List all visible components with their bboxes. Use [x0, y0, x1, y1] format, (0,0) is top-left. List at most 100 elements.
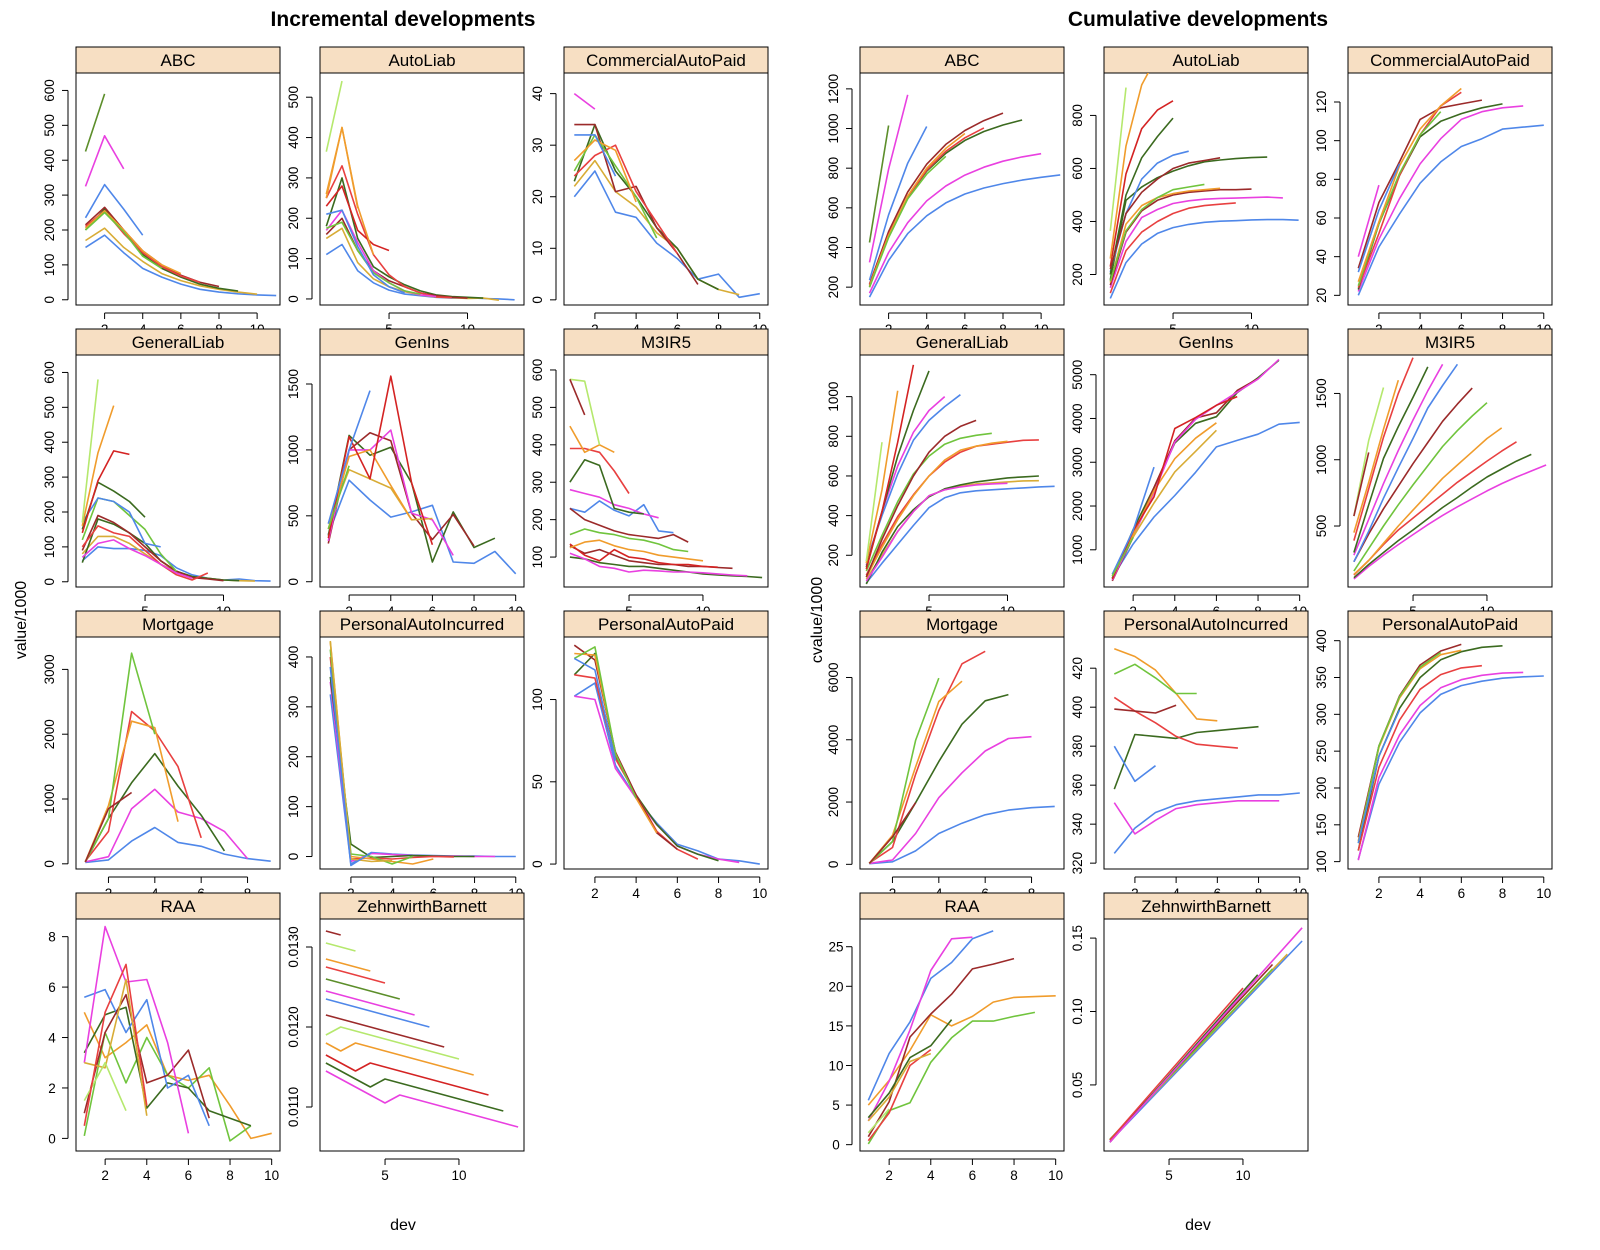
cumulative-commercialautopaid-series-line: [1357, 87, 1462, 283]
left-ylabel: value/1000: [13, 581, 30, 659]
incremental-genins-y-tick-label: 1500: [286, 369, 301, 399]
incremental-personalautopaid-series-line: [573, 646, 637, 799]
cumulative-generalliab-series-line: [865, 364, 915, 570]
cumulative-autoliab-strip: [1103, 46, 1309, 74]
incremental-mortgage-panel: Mortgage24680100020003000: [42, 610, 281, 901]
incremental-genins-y-tick-label: 1000: [286, 435, 301, 465]
cumulative-genins-series-line: [1111, 395, 1238, 580]
incremental-abc-frame: [75, 46, 281, 306]
cumulative-personalautopaid-y-tick-label: 100: [1314, 850, 1329, 873]
incremental-zehnwirthbarnett-title: ZehnwirthBarnett: [357, 897, 487, 916]
cumulative-m3ir5-panel: M3IR551050010001500: [1314, 328, 1553, 619]
incremental-zehnwirthbarnett-series-line: [325, 998, 430, 1028]
cumulative-genins-series-line: [1111, 421, 1300, 579]
incremental-zehnwirthbarnett-series-group: [325, 930, 519, 1128]
incremental-autoliab-y-tick-label: 200: [286, 207, 301, 230]
incremental-personalautoincurred-series-line: [329, 649, 413, 865]
cumulative-mortgage-series-line: [869, 805, 1055, 865]
incremental-autoliab-series-line: [326, 209, 405, 294]
incremental-personalautopaid-series-line: [574, 695, 740, 864]
cumulative-raa-series-line: [867, 1108, 890, 1134]
cumulative-generalliab-series-line: [865, 390, 899, 564]
incremental-m3ir5-series-line: [569, 528, 689, 553]
incremental-zehnwirthbarnett-x-tick-label: 10: [451, 1168, 466, 1183]
incremental-generalliab-y-tick-label: 600: [42, 361, 57, 384]
cumulative-raa-panel: RAA 2 4 6 8 10 0 5 10 15 20 25: [828, 892, 1065, 1183]
incremental-commercialautopaid-series-line: [573, 92, 596, 110]
cumulative-autoliab-series-line: [1109, 188, 1252, 286]
cumulative-personalautopaid-x-tick-label: 10: [1536, 886, 1551, 901]
cumulative-mortgage-strip: [859, 610, 1065, 638]
cumulative-personalautoincurred-y-tick-label: 400: [1070, 696, 1085, 719]
incremental-personalautopaid-y-tick-label: 0: [530, 860, 545, 868]
incremental-autoliab-y-tick-label: 500: [286, 86, 301, 109]
incremental-abc-series-line: [84, 211, 163, 270]
cumulative-mortgage-frame: [859, 610, 1065, 870]
incremental-generalliab-series-line: [81, 525, 209, 581]
incremental-personalautopaid-series-line: [573, 657, 617, 761]
incremental-generalliab-series-line: [81, 497, 161, 548]
incremental-abc-series-line: [84, 210, 201, 284]
cumulative-generalliab-frame: [859, 328, 1065, 588]
cumulative-autoliab-title: AutoLiab: [1172, 51, 1239, 70]
cumulative-personalautoincurred-series-line: [1113, 799, 1280, 835]
cumulative-genins-panel: GenIns24681010002000300040005000: [1070, 328, 1309, 619]
cumulative-generalliab-y-tick-label: 400: [826, 504, 841, 527]
incremental-personalautoincurred-y-tick-label: 300: [286, 696, 301, 719]
cumulative-raa-x-tick-label: 8: [1010, 1168, 1018, 1183]
cumulative-personalautoincurred-y-tick-label: 420: [1070, 657, 1085, 680]
incremental-zehnwirthbarnett-y-tick-label: 0.0110: [286, 1087, 301, 1127]
incremental-m3ir5-series-line: [569, 447, 630, 494]
cumulative-abc-panel: ABC24681020040060080010001200: [826, 46, 1065, 337]
cumulative-personalautopaid-y-tick-label: 250: [1314, 740, 1329, 763]
incremental-raa-x-tick-label: 2: [101, 1168, 109, 1183]
incremental-abc-title: ABC: [161, 51, 196, 70]
incremental-raa-strip: [75, 892, 281, 920]
incremental-personalautopaid-series-line: [573, 682, 760, 865]
cumulative-m3ir5-title: M3IR5: [1425, 333, 1475, 352]
cumulative-m3ir5-series-line: [1353, 387, 1473, 563]
incremental-raa-title: RAA: [161, 897, 197, 916]
cumulative-m3ir5-series-line: [1353, 363, 1459, 563]
incremental-generalliab-series-line: [81, 535, 255, 582]
incremental-m3ir5-strip: [563, 328, 769, 356]
incremental-raa-series-line: [83, 963, 148, 1126]
cumulative-commercialautopaid-y-tick-label: 60: [1314, 210, 1329, 225]
cumulative-raa-y-tick-label: 0: [832, 1138, 840, 1153]
cumulative-commercialautopaid-series-line: [1357, 105, 1524, 292]
incremental-raa-x-tick-label: 10: [264, 1168, 279, 1183]
cumulative-genins-series-group: [1111, 358, 1300, 582]
incremental-abc-y-tick-label: 100: [42, 254, 57, 277]
incremental-personalautoincurred-series-line: [329, 694, 516, 865]
incremental-personalautopaid-x-tick-label: 6: [674, 886, 682, 901]
incremental-abc-series-line: [85, 227, 258, 295]
cumulative-personalautopaid-strip: [1347, 610, 1553, 638]
incremental-generalliab-y-tick-label: 200: [42, 501, 57, 524]
incremental-generalliab-series-group: [81, 379, 271, 582]
cumulative-personalautopaid-y-tick-label: 400: [1314, 629, 1329, 652]
cumulative-commercialautopaid-strip: [1347, 46, 1553, 74]
cumulative-zehnwirthbarnett-y-tick-label: 0.05: [1070, 1072, 1085, 1098]
cumulative-genins-y-tick-label: 3000: [1070, 447, 1085, 477]
cumulative-personalautoincurred-y-tick-label: 320: [1070, 852, 1085, 875]
incremental-autoliab-series-line: [325, 80, 343, 152]
left-xlabel: dev: [390, 1217, 416, 1234]
incremental-mortgage-series-line: [84, 652, 156, 863]
cumulative-commercialautopaid-y-tick-label: 120: [1314, 91, 1329, 114]
incremental-autoliab-y-tick-label: 0: [286, 295, 301, 303]
cumulative-generalliab-series-line: [865, 394, 961, 562]
incremental-commercialautopaid-series-line: [573, 123, 719, 291]
cumulative-abc-y-tick-label: 400: [826, 236, 841, 259]
incremental-m3ir5-y-tick-label: 600: [530, 359, 545, 382]
right-xlabel: dev: [1185, 1217, 1211, 1234]
incremental-mortgage-series-line: [84, 720, 179, 863]
cumulative-zehnwirthbarnett-x-tick-label: 5: [1165, 1168, 1173, 1183]
cumulative-raa-series-line: [867, 936, 973, 1122]
incremental-raa-series-line: [83, 925, 190, 1134]
cumulative-personalautoincurred-y-tick-label: 380: [1070, 735, 1085, 758]
incremental-zehnwirthbarnett-x-tick-label: 5: [381, 1168, 389, 1183]
cumulative-abc-series-line: [868, 125, 890, 243]
incremental-abc-series-line: [85, 234, 277, 297]
cumulative-zehnwirthbarnett-series-line: [1109, 927, 1303, 1143]
incremental-abc-panel: ABC2468100100200300400500600: [42, 46, 281, 337]
